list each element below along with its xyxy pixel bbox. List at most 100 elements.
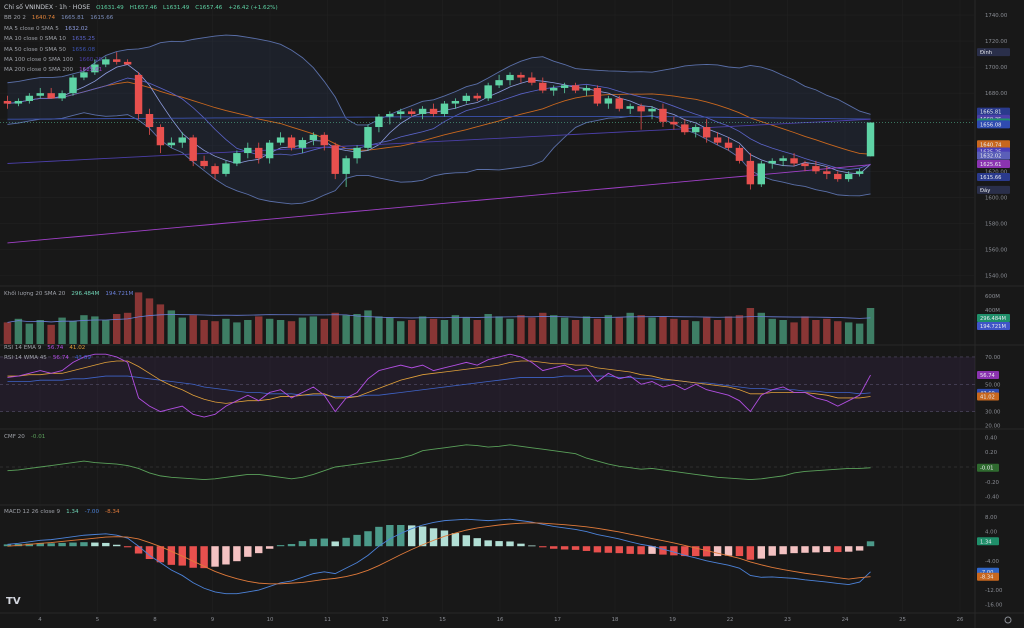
candle-body[interactable]: [36, 93, 44, 96]
candle-body[interactable]: [298, 140, 307, 148]
candle-body[interactable]: [866, 122, 875, 157]
volume-bar: [528, 317, 536, 344]
candle-body[interactable]: [571, 85, 580, 91]
candle-body[interactable]: [506, 74, 514, 81]
candle-body[interactable]: [167, 142, 176, 146]
candle-body[interactable]: [156, 127, 165, 146]
candle-body[interactable]: [681, 124, 689, 133]
candle-body[interactable]: [123, 61, 132, 65]
macd-histogram-bar: [757, 546, 766, 559]
candle-body[interactable]: [517, 74, 525, 78]
rsi-tick-label: 50.00: [985, 382, 1001, 388]
candle-body[interactable]: [484, 85, 492, 99]
candle-body[interactable]: [189, 137, 197, 161]
candle-body[interactable]: [287, 137, 296, 148]
candle-body[interactable]: [145, 114, 154, 128]
rsi-legend[interactable]: RSI 14 EMA 9 56.74 41.02 RSI 14 WMA 45 56.74…: [4, 343, 94, 364]
candle-body[interactable]: [353, 147, 361, 159]
candle-body[interactable]: [309, 134, 318, 141]
candle-body[interactable]: [713, 137, 722, 143]
candle-body[interactable]: [692, 127, 700, 133]
candle-body[interactable]: [407, 111, 416, 114]
candle-body[interactable]: [440, 103, 449, 114]
candle-body[interactable]: [178, 137, 186, 143]
settings-gear-icon[interactable]: [1004, 616, 1012, 624]
candle-body[interactable]: [320, 134, 329, 146]
candle-body[interactable]: [25, 95, 34, 101]
candle-body[interactable]: [134, 74, 143, 114]
candle-body[interactable]: [14, 100, 23, 104]
candle-body[interactable]: [58, 93, 66, 99]
candle-body[interactable]: [582, 87, 591, 91]
candle-body[interactable]: [626, 106, 634, 109]
macd-histogram-bar: [571, 546, 580, 550]
candle-body[interactable]: [255, 147, 263, 159]
volume-legend[interactable]: Khối lượng 20 SMA 20 296.484M 194.721M: [4, 289, 136, 299]
candle-body[interactable]: [834, 173, 842, 180]
candle-body[interactable]: [102, 59, 110, 65]
candle-body[interactable]: [200, 160, 208, 167]
symbol-title[interactable]: Chỉ số VNINDEX · 1h · HOSE: [4, 4, 91, 11]
tradingview-logo[interactable]: TV: [6, 596, 21, 607]
candle-body[interactable]: [812, 166, 820, 172]
volume-bar: [702, 317, 711, 344]
candle-body[interactable]: [342, 158, 350, 174]
volume-bar: [670, 318, 678, 344]
candle-body[interactable]: [331, 145, 339, 174]
volume-bar: [779, 320, 787, 344]
candle-body[interactable]: [560, 85, 569, 88]
candle-body[interactable]: [233, 153, 241, 164]
candle-body[interactable]: [528, 77, 536, 83]
candle-body[interactable]: [462, 95, 471, 101]
candle-body[interactable]: [648, 108, 656, 112]
candle-body[interactable]: [615, 98, 623, 109]
candle-body[interactable]: [386, 114, 394, 117]
candle-body[interactable]: [702, 127, 711, 138]
candle-body[interactable]: [593, 87, 602, 104]
candle-body[interactable]: [211, 166, 219, 174]
price-axis-marker-label: 1625.61: [980, 162, 1001, 168]
candle-body[interactable]: [844, 173, 853, 180]
candle-body[interactable]: [91, 64, 99, 73]
cmf-legend[interactable]: CMF 20 -0.01: [4, 432, 48, 442]
candle-body[interactable]: [801, 163, 809, 167]
candle-body[interactable]: [735, 147, 744, 161]
candle-body[interactable]: [451, 100, 460, 104]
candle-body[interactable]: [397, 111, 405, 114]
candle-body[interactable]: [429, 108, 438, 114]
candle-body[interactable]: [549, 87, 558, 91]
macd-legend[interactable]: MACD 12 26 close 9 1.34 -7.00 -8.34: [4, 507, 123, 517]
candle-body[interactable]: [855, 171, 864, 174]
candle-body[interactable]: [604, 98, 613, 104]
candle-body[interactable]: [746, 160, 755, 185]
volume-bar: [123, 312, 132, 344]
candle-body[interactable]: [375, 116, 383, 128]
candle-body[interactable]: [779, 158, 787, 161]
candle-body[interactable]: [495, 80, 503, 86]
candle-body[interactable]: [265, 142, 274, 159]
candle-body[interactable]: [724, 142, 733, 148]
candle-body[interactable]: [659, 108, 667, 122]
candle-body[interactable]: [790, 158, 798, 164]
candle-body[interactable]: [69, 77, 77, 94]
candle-body[interactable]: [47, 93, 55, 99]
candle-body[interactable]: [823, 171, 831, 174]
candle-body[interactable]: [539, 82, 547, 91]
candle-body[interactable]: [222, 163, 230, 174]
candle-body[interactable]: [473, 95, 481, 99]
x-tick-label: 10: [267, 617, 274, 623]
volume-bar: [855, 323, 864, 344]
candle-body[interactable]: [637, 106, 645, 112]
candle-body[interactable]: [80, 72, 88, 78]
candle-body[interactable]: [670, 121, 678, 125]
indicator-legend-value: 1632.02: [64, 25, 88, 32]
candle-body[interactable]: [244, 147, 252, 154]
candle-body[interactable]: [364, 127, 372, 148]
candle-body[interactable]: [768, 160, 776, 164]
candle-body[interactable]: [3, 100, 12, 104]
candle-body[interactable]: [112, 59, 121, 62]
candle-body[interactable]: [418, 108, 427, 114]
candle-body[interactable]: [757, 163, 766, 185]
candle-body[interactable]: [276, 137, 285, 143]
